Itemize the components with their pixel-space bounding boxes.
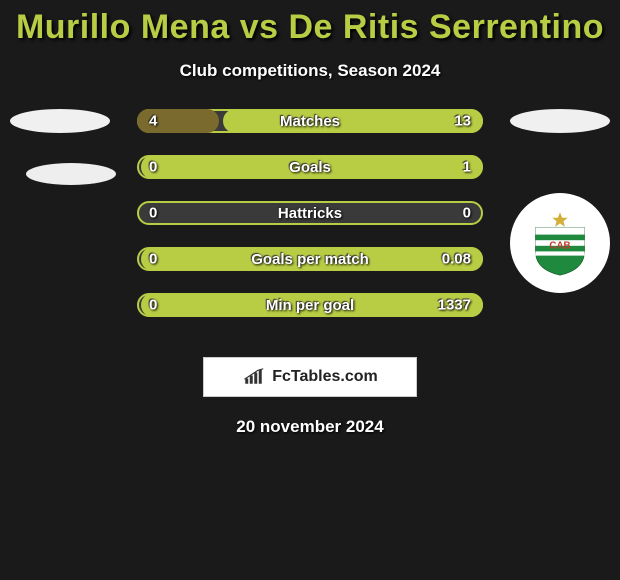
placeholder-ellipse-icon xyxy=(510,109,610,133)
svg-text:CAB: CAB xyxy=(549,241,570,252)
stat-value-right: 1 xyxy=(463,159,471,176)
page-title: Murillo Mena vs De Ritis Serrentino xyxy=(0,8,620,47)
brand-badge[interactable]: FcTables.com xyxy=(203,357,417,397)
player-left-badge xyxy=(10,109,110,209)
bar-chart-icon xyxy=(242,368,268,386)
stat-label: Goals per match xyxy=(251,251,369,268)
stat-row: 0 Min per goal 1337 xyxy=(137,293,483,317)
club-crest-icon: CAB xyxy=(510,193,610,293)
stat-value-left: 0 xyxy=(149,205,157,222)
stat-value-left: 0 xyxy=(149,159,157,176)
comparison-card: Murillo Mena vs De Ritis Serrentino Club… xyxy=(0,0,620,437)
stat-label: Goals xyxy=(289,159,331,176)
stat-row: 0 Goals 1 xyxy=(137,155,483,179)
stat-row: 4 Matches 13 xyxy=(137,109,483,133)
stat-value-right: 0.08 xyxy=(442,251,471,268)
stat-value-right: 0 xyxy=(463,205,471,222)
player-right-badge: CAB xyxy=(510,109,610,209)
stat-row: 0 Hattricks 0 xyxy=(137,201,483,225)
stat-label: Hattricks xyxy=(278,205,342,222)
stat-label: Min per goal xyxy=(266,297,354,314)
date-line: 20 november 2024 xyxy=(0,417,620,437)
stat-label: Matches xyxy=(280,113,340,130)
stat-value-right: 13 xyxy=(454,113,471,130)
placeholder-ellipse-icon xyxy=(10,109,110,133)
subtitle: Club competitions, Season 2024 xyxy=(0,61,620,81)
stats-area: CAB 4 Matches 13 0 Goals 1 0 Hattricks 0 0 Goals p… xyxy=(0,109,620,339)
stat-row: 0 Goals per match 0.08 xyxy=(137,247,483,271)
placeholder-ellipse-icon xyxy=(26,163,116,185)
stat-rows: 4 Matches 13 0 Goals 1 0 Hattricks 0 0 Goals per m… xyxy=(137,109,483,317)
stat-fill-right xyxy=(223,109,483,133)
stat-value-left: 4 xyxy=(149,113,157,130)
stat-value-left: 0 xyxy=(149,251,157,268)
stat-value-left: 0 xyxy=(149,297,157,314)
brand-text: FcTables.com xyxy=(272,368,378,386)
stat-value-right: 1337 xyxy=(438,297,471,314)
